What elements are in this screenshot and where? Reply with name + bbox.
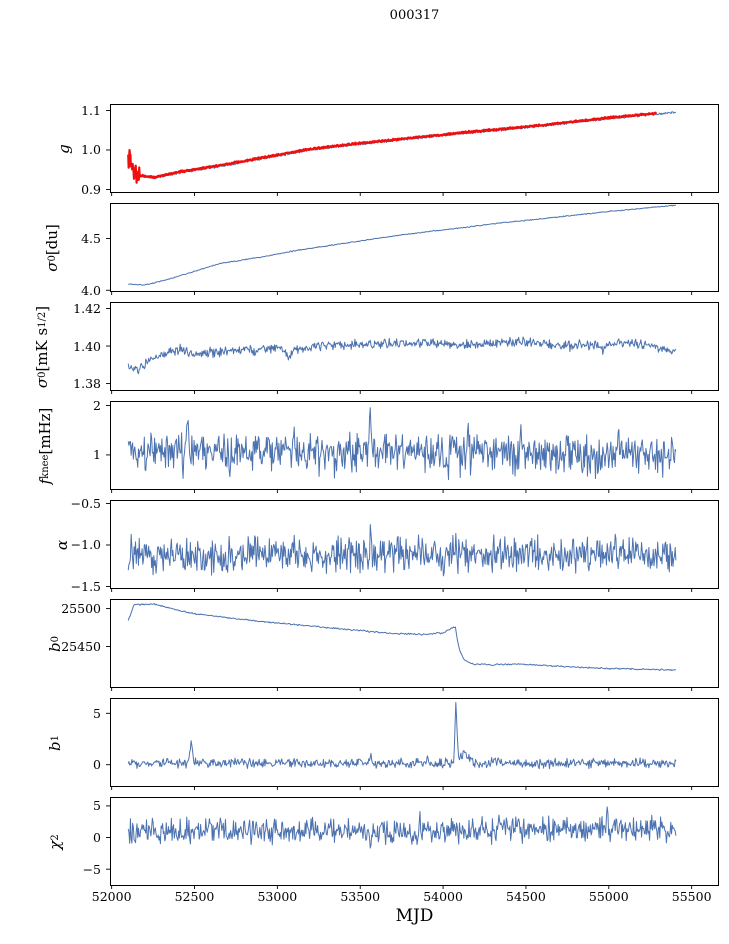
x-tick-label: 55000 — [588, 889, 629, 904]
panel-g-ytick: 1.0 — [81, 142, 101, 158]
panel-sigma0-mK-ytick: 1.38 — [73, 376, 101, 392]
panel-b1-plot — [106, 698, 719, 790]
x-tick-label: 53500 — [340, 889, 381, 904]
panel-chi2-plot — [106, 797, 719, 889]
series-b0 — [127, 603, 676, 672]
series-chi2 — [127, 806, 677, 849]
panel-alpha-ytick: −1.0 — [70, 537, 101, 553]
panel-b0-plot — [106, 599, 719, 691]
panel-sigma0-mK-ytick: 1.40 — [73, 338, 101, 354]
panel-alpha-plot — [106, 500, 719, 592]
panel-b1-ytick: 0 — [93, 757, 101, 773]
x-axis-label: MJD — [395, 906, 434, 926]
panel-chi2-ytick: 5 — [93, 798, 101, 814]
panel-b0-ytick: 25500 — [61, 601, 101, 617]
panel-f-knee-ytick: 2 — [93, 397, 101, 413]
panel-alpha-ytick: −1.5 — [70, 579, 101, 594]
panel-f-knee-plot — [106, 401, 719, 493]
series-alpha — [127, 524, 677, 577]
panel-chi2-ytick: 0 — [93, 830, 101, 846]
series-sigma0-mK — [127, 336, 677, 375]
panel-b1-ytick: 5 — [93, 705, 101, 721]
panel-sigma0-mK-ytick: 1.42 — [73, 301, 101, 316]
panel-alpha-ytick: −0.5 — [70, 495, 101, 511]
panel-sigma0-du-ytick: 4.0 — [81, 282, 101, 298]
series-sigma0-du — [128, 204, 677, 286]
x-tick-label: 54000 — [423, 889, 463, 904]
panel-sigma0-mK-plot — [106, 302, 719, 394]
x-tick-label: 52000 — [91, 889, 132, 904]
panel-b0-ytick: 25450 — [61, 639, 101, 655]
series-gain-red-overlay — [127, 111, 658, 184]
panel-g-ytick: 0.9 — [81, 182, 101, 198]
series-gain-blue — [127, 111, 677, 180]
panel-g-plot — [106, 104, 719, 196]
figure-title: 000317 — [389, 8, 440, 23]
x-tick-label: 52500 — [174, 889, 215, 904]
panel-chi2-ytick: −5 — [82, 861, 101, 877]
x-tick-label: 53000 — [257, 889, 298, 904]
panel-sigma0-du-ytick: 4.5 — [81, 230, 101, 246]
x-tick-label: 54500 — [506, 889, 546, 904]
panel-g-ytick: 1.1 — [81, 102, 101, 118]
series-b1 — [127, 702, 677, 770]
panel-f-knee-ytick: 1 — [93, 447, 101, 463]
x-tick-label: 55500 — [671, 889, 712, 904]
series-f-knee — [127, 407, 677, 481]
panel-sigma0-du-plot — [106, 203, 719, 295]
